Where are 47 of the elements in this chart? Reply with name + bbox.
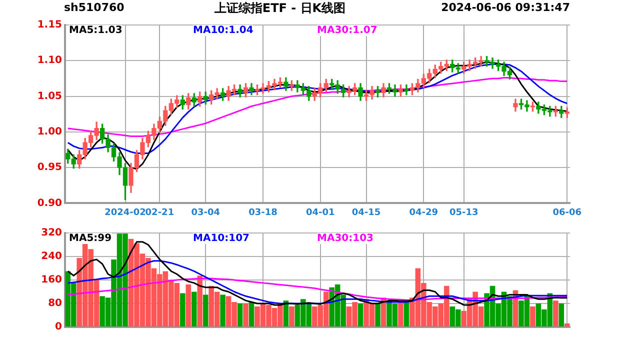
bar <box>558 304 564 326</box>
y-tick-label: 0 <box>55 322 62 333</box>
text: MA5:1.03 <box>69 25 122 36</box>
y-tick-label: 240 <box>41 251 62 262</box>
bar <box>220 294 226 326</box>
bar <box>530 306 536 326</box>
y-tick-label: 0.90 <box>37 198 62 209</box>
bar <box>564 323 570 326</box>
text: 2024-06-06 09:31:47 <box>441 1 570 14</box>
y-tick-label: 1.10 <box>37 55 62 66</box>
bar <box>197 276 202 326</box>
x-tick-label: 04-29 <box>409 208 438 218</box>
chart-title: 上证综指ETF - 日K线图 <box>214 1 346 15</box>
y-tick-label: 1.05 <box>37 90 62 102</box>
bar <box>398 300 404 326</box>
x-tick-label: 2024-02 <box>104 208 146 218</box>
text: MA10:1.04 <box>193 25 254 36</box>
bar <box>237 304 243 326</box>
x-tick-label: 03-04 <box>191 208 220 218</box>
bar <box>243 304 248 326</box>
y-tick-label: 1.00 <box>37 126 62 138</box>
bar <box>553 300 558 326</box>
x-tick-label: 04-01 <box>306 208 335 218</box>
bar <box>375 304 380 326</box>
x-tick-label: 05-13 <box>449 208 478 218</box>
x-tick-label: 02-21 <box>145 208 174 218</box>
y-tick-label: 160 <box>41 274 62 286</box>
bar <box>248 302 254 326</box>
bar <box>358 304 364 326</box>
text: MA5:99 <box>69 233 112 244</box>
x-tick-label: 04-15 <box>352 208 381 218</box>
y-tick-label: 1.15 <box>37 20 62 31</box>
text: MA10:107 <box>193 233 250 244</box>
bar <box>289 306 294 326</box>
y-tick-label: 80 <box>48 298 62 310</box>
bar <box>186 284 192 326</box>
text: MA30:103 <box>317 233 374 244</box>
bar <box>180 293 186 326</box>
y-tick-label: 320 <box>41 228 62 239</box>
bar <box>191 292 197 326</box>
bar <box>404 302 410 326</box>
y-tick-label: 0.95 <box>37 162 62 174</box>
chart-subtitle: sh510760 <box>64 1 124 14</box>
x-tick-label: 06-06 <box>552 208 582 218</box>
text: MA30:1.07 <box>317 25 378 36</box>
bar <box>202 294 208 326</box>
x-tick-label: 03-18 <box>248 208 278 218</box>
